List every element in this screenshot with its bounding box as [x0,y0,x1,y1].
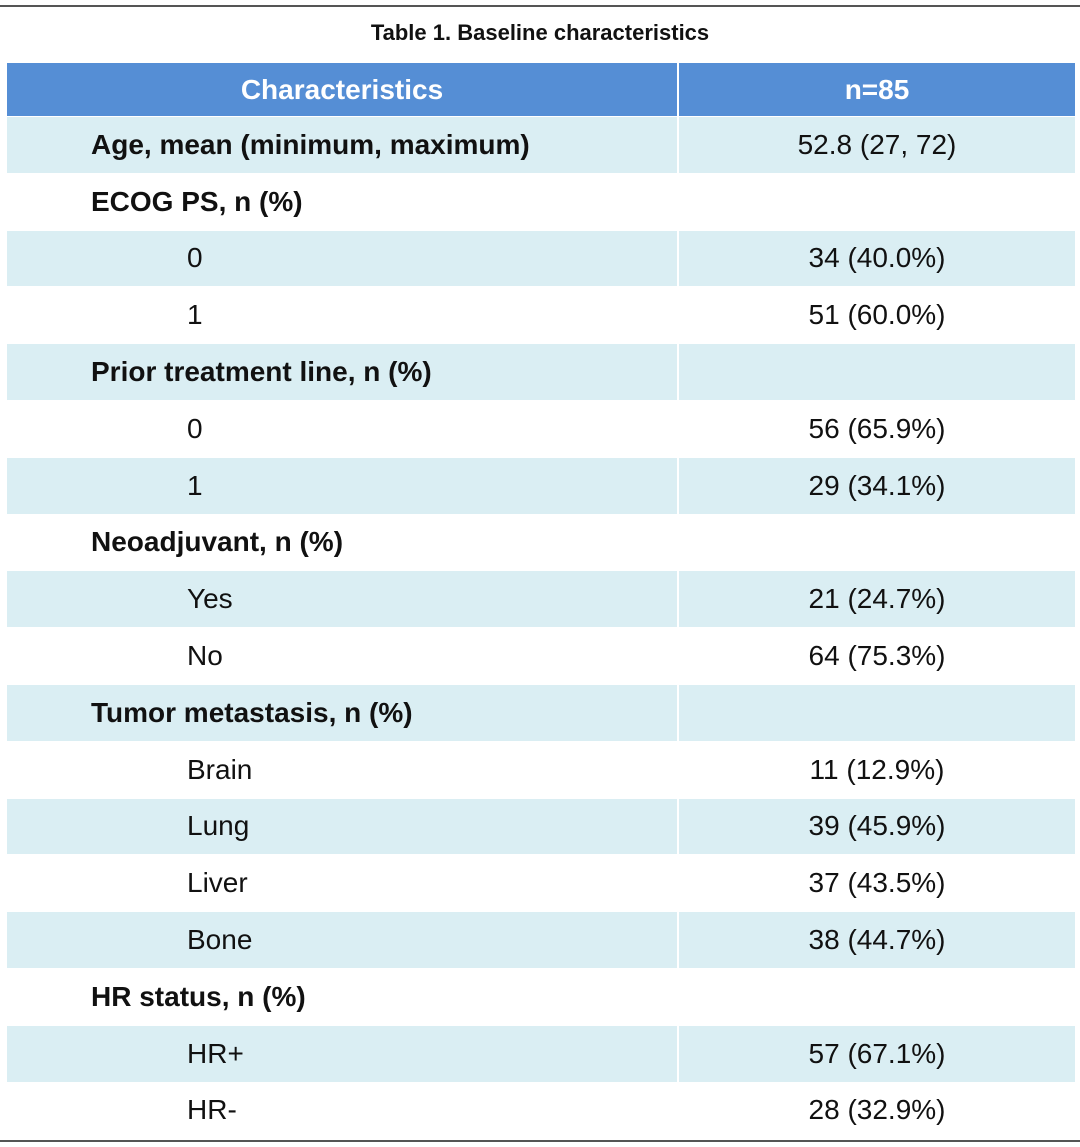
value-cell [677,344,1075,400]
table-row: No 64 (75.3%) [7,628,1075,685]
table-row: Bone 38 (44.7%) [7,912,1075,969]
section-label: ECOG PS, n (%) [91,185,303,217]
table-row: Lung 39 (45.9%) [7,798,1075,856]
value-cell: 57 (67.1%) [677,1025,1075,1082]
table-row: HR- 28 (32.9%) [7,1082,1075,1140]
item-label: Bone [187,924,253,956]
item-label: 0 [187,242,203,274]
item-label: Yes [187,583,233,615]
table-row: ECOG PS, n (%) [7,173,1075,231]
table-row: Neoadjuvant, n (%) [7,514,1075,572]
value-cell: 51 (60.0%) [677,287,1075,344]
table-row: 1 51 (60.0%) [7,287,1075,345]
value-cell: 52.8 (27, 72) [677,117,1075,173]
table-row: Tumor metastasis, n (%) [7,684,1075,742]
bottom-rule [0,1140,1080,1142]
table: Characteristics n=85 Age, mean (minimum,… [7,63,1075,1140]
item-label: HR+ [187,1037,244,1069]
table-row: HR+ 57 (67.1%) [7,1025,1075,1083]
value-cell: 28 (32.9%) [677,1082,1075,1139]
section-label: Tumor metastasis, n (%) [91,696,413,728]
table-row: HR status, n (%) [7,968,1075,1026]
value-cell: 56 (65.9%) [677,400,1075,457]
item-label: Liver [187,867,248,899]
value-cell: 37 (43.5%) [677,855,1075,912]
value-cell [677,173,1075,230]
item-label: 1 [187,469,203,501]
item-label: Brain [187,753,253,785]
table-title: Table 1. Baseline characteristics [370,20,710,45]
table-row: Yes 21 (24.7%) [7,571,1075,629]
table-row: Brain 11 (12.9%) [7,741,1075,799]
item-label: HR- [187,1094,237,1126]
table-row: 1 29 (34.1%) [7,457,1075,515]
table-row: Liver 37 (43.5%) [7,855,1075,913]
section-label: Age, mean (minimum, maximum) [91,128,530,160]
header-cell: Characteristics [240,73,444,105]
section-label: Prior treatment line, n (%) [91,356,432,388]
item-label: 0 [187,412,203,444]
value-cell: 64 (75.3%) [677,628,1075,684]
table-row: 0 34 (40.0%) [7,230,1075,288]
value-cell: 21 (24.7%) [677,571,1075,628]
table-row: Prior treatment line, n (%) [7,344,1075,401]
value-cell [677,684,1075,741]
section-label: Neoadjuvant, n (%) [91,526,344,558]
value-cell: 39 (45.9%) [677,798,1075,855]
item-label: No [187,640,223,672]
item-label: 1 [187,299,203,331]
top-rule [0,5,1080,7]
section-label: HR status, n (%) [91,980,306,1012]
table-row: Age, mean (minimum, maximum) 52.8 (27, 72… [7,117,1075,174]
table-row: 0 56 (65.9%) [7,400,1075,458]
value-cell [677,514,1075,571]
value-cell [677,968,1075,1025]
header-cell: n=85 [677,63,1075,116]
header-row: Characteristics n=85 [7,63,1075,117]
item-label: Lung [187,810,250,842]
value-cell: 11 (12.9%) [677,741,1075,798]
value-cell: 34 (40.0%) [677,230,1075,287]
value-cell: 29 (34.1%) [677,457,1075,514]
value-cell: 38 (44.7%) [677,912,1075,968]
